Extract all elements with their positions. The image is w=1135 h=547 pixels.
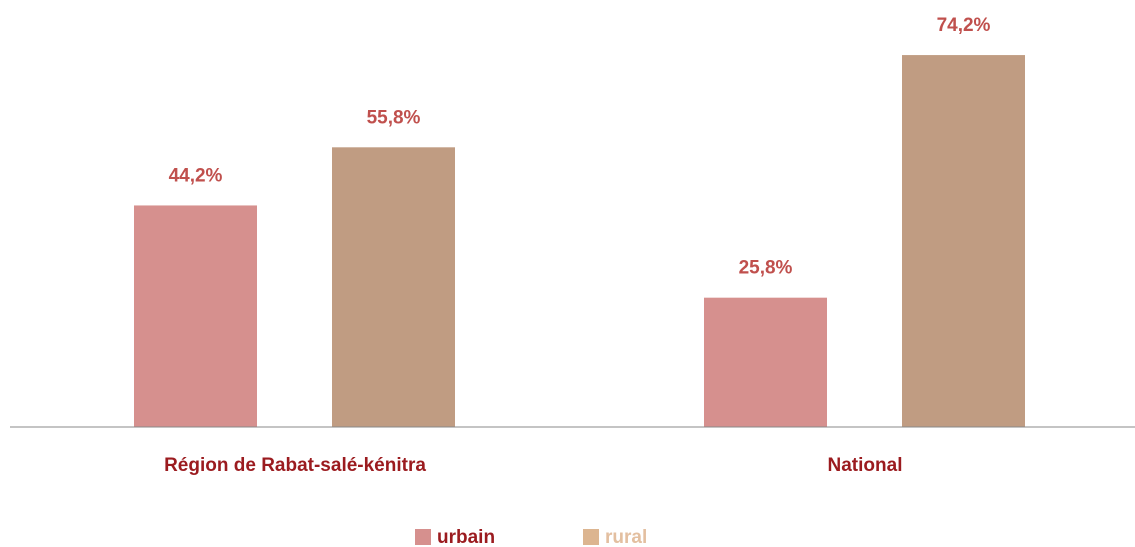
legend-label: rural (605, 527, 647, 547)
legend-swatch (415, 529, 431, 545)
data-label: 55,8% (367, 107, 421, 128)
bar (332, 147, 455, 428)
data-label: 74,2% (937, 15, 991, 36)
legend-label: urbain (437, 527, 495, 547)
legend-swatch (583, 529, 599, 545)
bar (704, 297, 827, 427)
x-tick-label: Région de Rabat-salé-kénitra (164, 455, 426, 476)
x-tick-label: National (828, 455, 903, 476)
data-label: 25,8% (739, 258, 793, 279)
data-label: 44,2% (169, 165, 223, 186)
bar (134, 205, 257, 427)
bar (902, 55, 1025, 427)
